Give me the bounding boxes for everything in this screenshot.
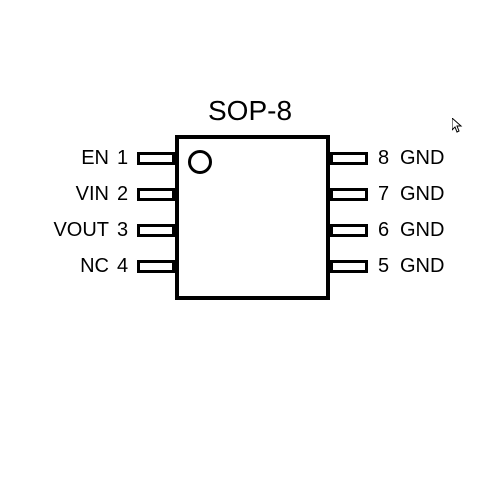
pin1-indicator-dot xyxy=(188,150,212,174)
pin-lead-3 xyxy=(137,224,175,237)
pin-lead-6 xyxy=(330,224,368,237)
pin-lead-7 xyxy=(330,188,368,201)
pin-label-6: GND xyxy=(400,219,444,242)
pin-number-1: 1 xyxy=(117,147,128,170)
pin-label-4: NC xyxy=(80,255,109,278)
pin-label-5: GND xyxy=(400,255,444,278)
pin-number-8: 8 xyxy=(378,147,389,170)
pin-label-1: EN xyxy=(81,147,109,170)
pin-label-8: GND xyxy=(400,147,444,170)
pin-lead-5 xyxy=(330,260,368,273)
pin-lead-1 xyxy=(137,152,175,165)
pin-lead-8 xyxy=(330,152,368,165)
cursor-icon xyxy=(452,118,464,137)
pin-label-2: VIN xyxy=(76,183,109,206)
pin-lead-4 xyxy=(137,260,175,273)
pin-number-6: 6 xyxy=(378,219,389,242)
pin-label-3: VOUT xyxy=(53,219,109,242)
pin-number-5: 5 xyxy=(378,255,389,278)
pin-number-4: 4 xyxy=(117,255,128,278)
pin-number-2: 2 xyxy=(117,183,128,206)
pin-lead-2 xyxy=(137,188,175,201)
pin-number-7: 7 xyxy=(378,183,389,206)
pin-number-3: 3 xyxy=(117,219,128,242)
ic-pinout-diagram: SOP-8 1 EN 2 VIN 3 VOUT 4 NC 8 GND 7 GND… xyxy=(0,0,500,500)
package-title: SOP-8 xyxy=(0,95,500,127)
pin-label-7: GND xyxy=(400,183,444,206)
